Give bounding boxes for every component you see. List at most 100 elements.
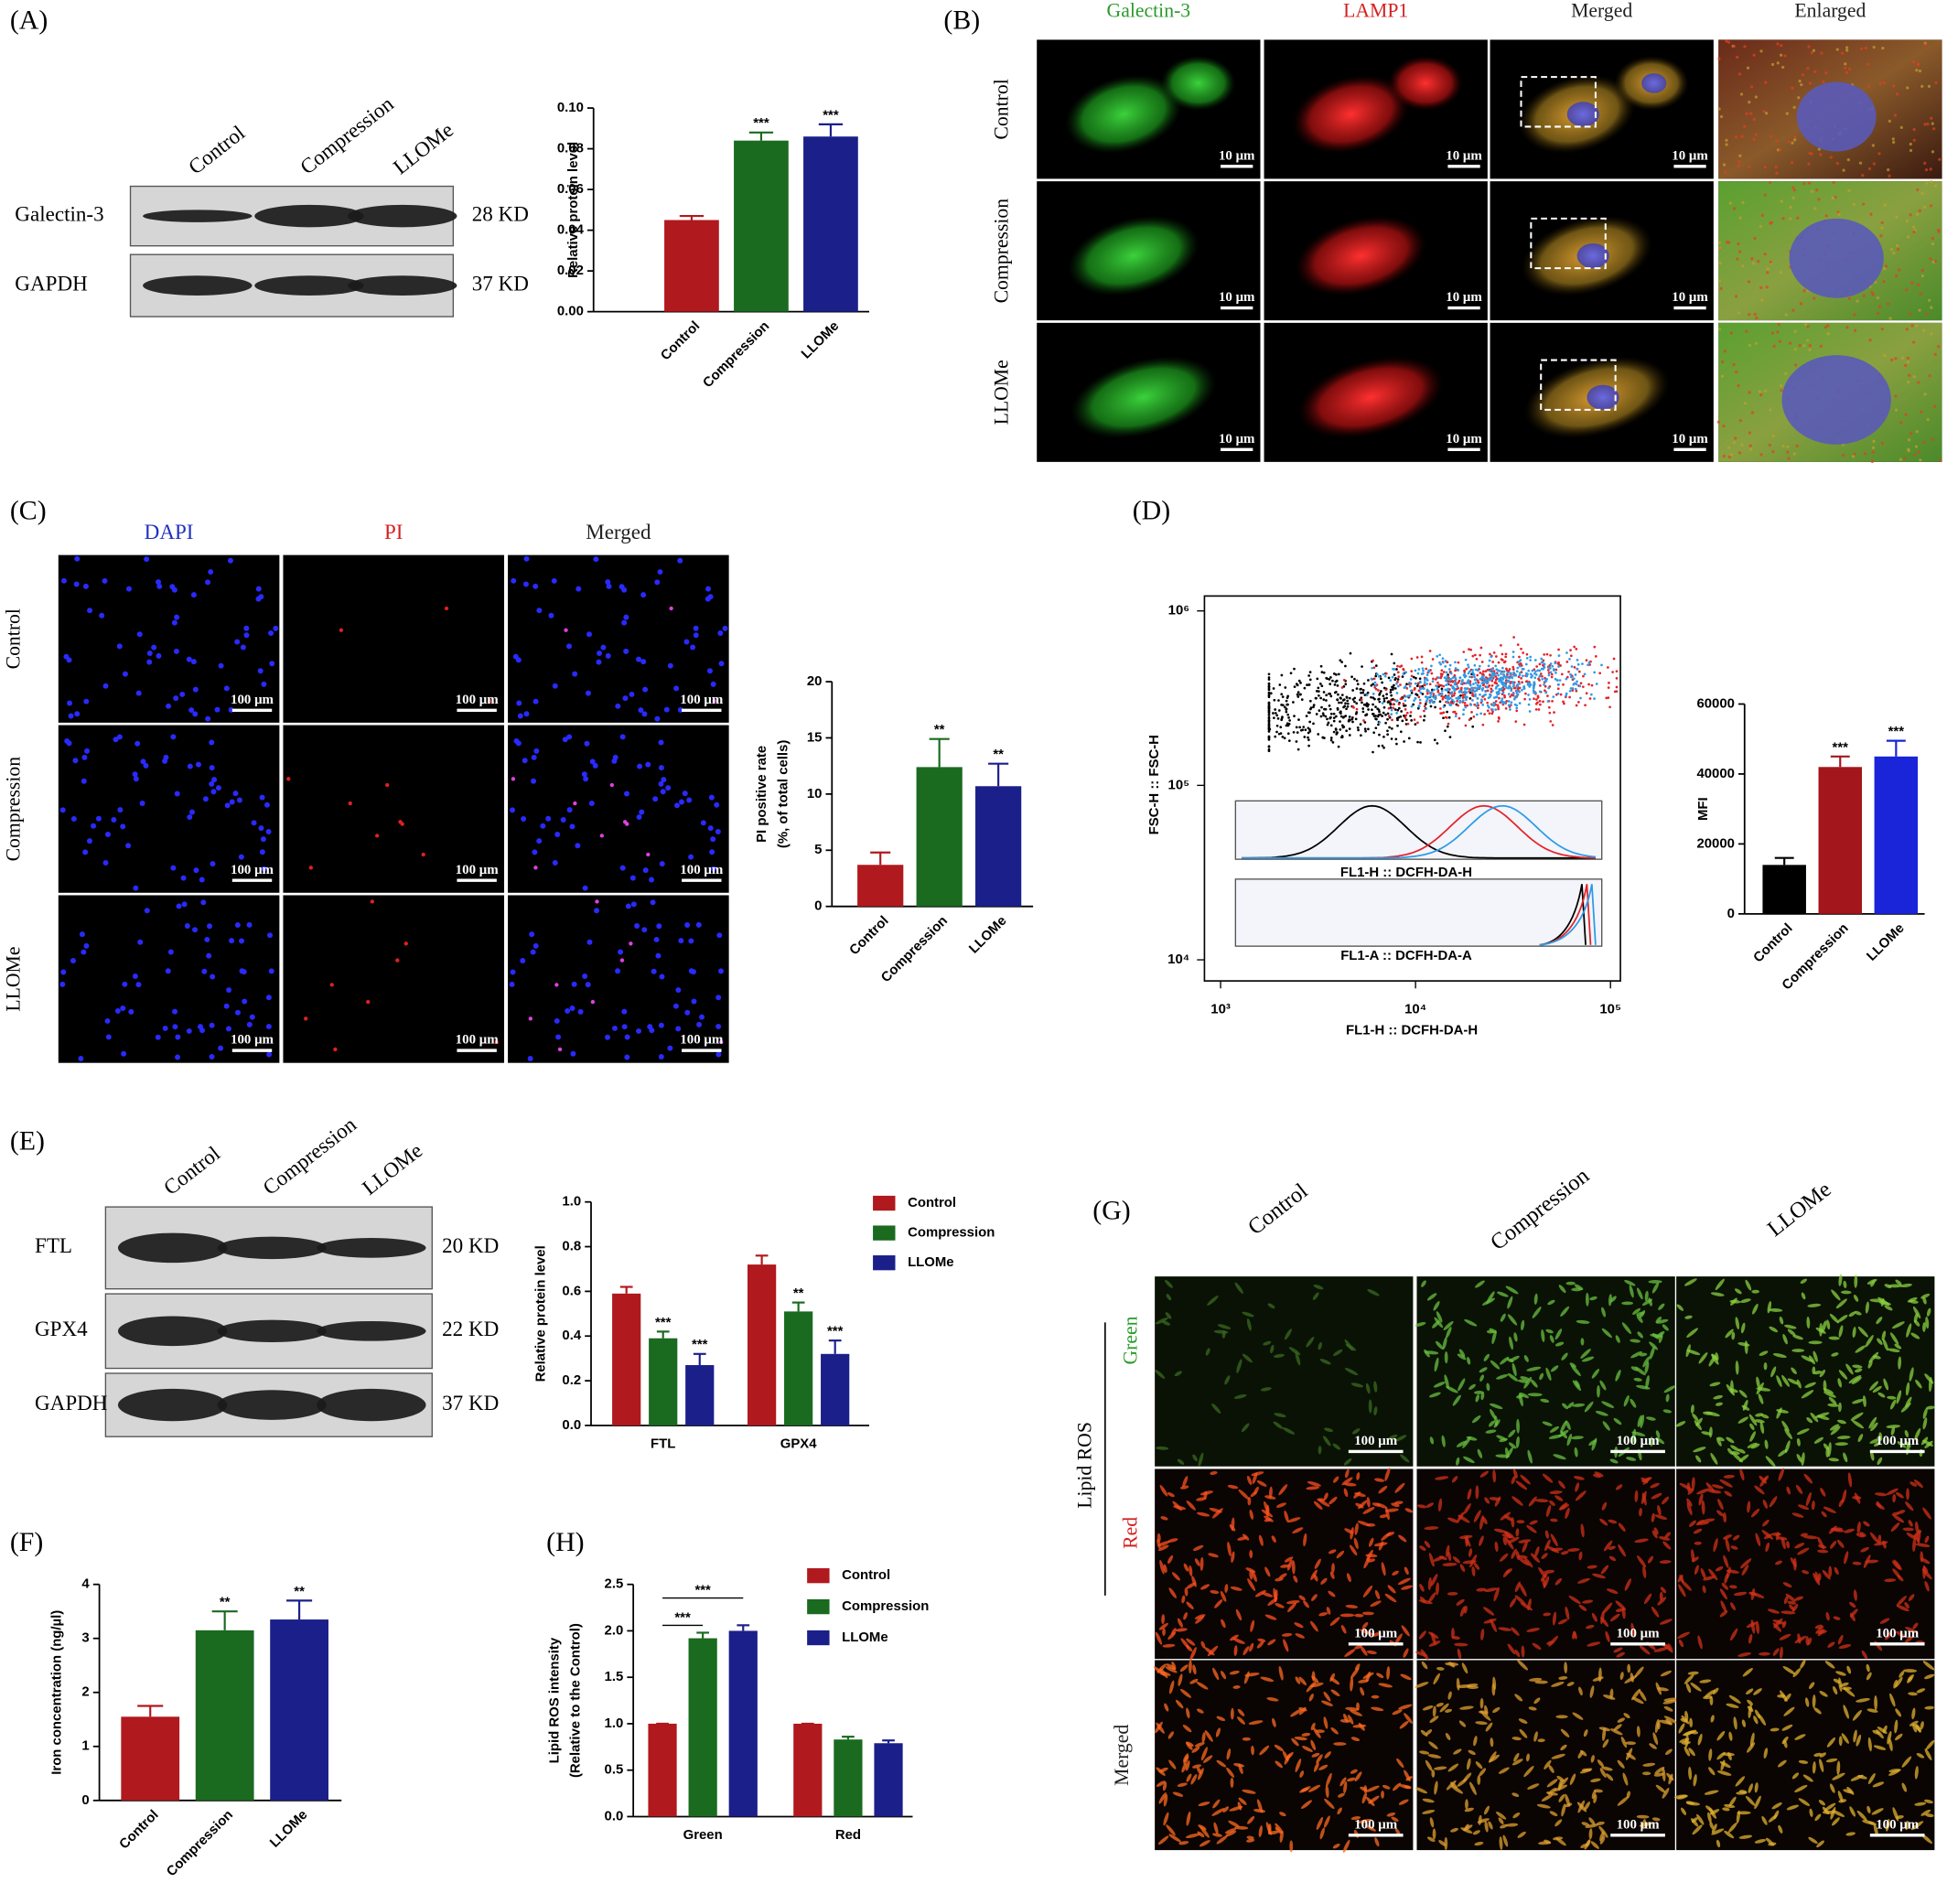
group-label: Lipid ROS: [1073, 1422, 1095, 1509]
cell-stain: [1551, 1547, 1564, 1552]
event-dot: [1382, 694, 1385, 698]
event-dot: [1407, 737, 1411, 740]
speckle: [1862, 202, 1866, 206]
event-dot: [1325, 676, 1328, 680]
cell-stain: [1164, 1703, 1169, 1712]
speckle: [1743, 402, 1748, 405]
nucleus-dot: [655, 952, 662, 959]
event-dot: [1472, 683, 1475, 685]
speckle: [1907, 447, 1910, 451]
cell-stain: [1202, 1755, 1213, 1763]
pi-dot: [385, 782, 390, 788]
speckle: [1784, 313, 1789, 317]
event-dot: [1462, 708, 1466, 712]
cell-stain: [1567, 1402, 1575, 1409]
event-dot: [1395, 742, 1398, 746]
cell-stain: [1192, 1764, 1202, 1769]
event-dot: [1342, 705, 1345, 709]
event-dot: [1267, 672, 1271, 676]
event-dot: [1565, 651, 1568, 654]
nucleus-dot: [593, 556, 599, 563]
event-dot: [1515, 692, 1519, 694]
cell-stain: [1346, 1573, 1351, 1583]
cell-stain: [1217, 1324, 1232, 1329]
cell-stain: [1831, 1289, 1841, 1301]
event-dot: [1477, 681, 1480, 684]
cell-stain: [1842, 1686, 1852, 1691]
cell-stain: [1416, 1504, 1427, 1509]
event-dot: [1512, 697, 1516, 701]
event-dot: [1444, 659, 1447, 662]
cell-stain: [1339, 1777, 1347, 1787]
event-dot: [1551, 724, 1554, 726]
event-dot: [1418, 680, 1422, 683]
zoom-box: [1540, 359, 1617, 411]
scale-bar-label: 10 μm: [1446, 290, 1482, 305]
cell-stain: [1660, 1670, 1672, 1677]
speckle: [1739, 92, 1744, 96]
event-dot: [1355, 702, 1359, 705]
event-dot: [1360, 687, 1362, 691]
scale-bar-label: 10 μm: [1446, 148, 1482, 163]
cell-stain: [1329, 1571, 1335, 1579]
cell-stain: [1517, 1554, 1528, 1559]
blot-size: 22 KD: [442, 1317, 499, 1340]
y-tick-label: 0.04: [557, 222, 585, 238]
nucleus-dot: [140, 758, 146, 765]
speckle: [1920, 410, 1923, 414]
cell-stain: [1298, 1706, 1307, 1716]
event-dot: [1515, 706, 1519, 710]
speckle: [1820, 51, 1823, 55]
event-dot: [1516, 643, 1520, 647]
cell-stain: [1422, 1705, 1434, 1711]
cell-stain: [1624, 1578, 1631, 1591]
speckle: [1859, 47, 1864, 50]
cell-stain: [1549, 1425, 1560, 1433]
cell-stain: [1891, 1560, 1901, 1570]
cell-stain: [1490, 1408, 1497, 1420]
speckle: [1878, 81, 1882, 85]
cell-stain: [1567, 1547, 1580, 1552]
event-dot: [1588, 663, 1591, 666]
cell-stain: [1234, 1282, 1243, 1294]
cell-stain: [1600, 1617, 1609, 1628]
event-dot: [1554, 677, 1557, 681]
nucleus-dot: [238, 854, 244, 860]
speckle: [1877, 152, 1881, 156]
cell-stain: [1735, 1361, 1739, 1375]
speckle: [1933, 352, 1937, 357]
speckle: [1771, 450, 1775, 454]
nucleus-dot: [661, 777, 667, 783]
cell-stain: [1546, 1779, 1558, 1788]
event-dot: [1431, 688, 1434, 692]
cell-stain: [1865, 1335, 1874, 1348]
cell-stain: [1550, 1533, 1558, 1547]
event-dot: [1501, 666, 1504, 670]
cell-stain: [1471, 1415, 1481, 1424]
cell-stain: [1179, 1664, 1189, 1673]
event-dot: [1494, 672, 1498, 675]
cell-stain: [1344, 1339, 1353, 1351]
cell-stain: [1902, 1527, 1914, 1532]
event-dot: [1446, 661, 1449, 664]
nucleus-dot: [522, 581, 529, 587]
speckle: [1887, 168, 1890, 172]
cell-stain: [1473, 1510, 1481, 1522]
event-dot: [1480, 682, 1484, 685]
event-dot: [1416, 721, 1419, 725]
event-dot: [1497, 677, 1501, 681]
nucleus-dot: [60, 577, 67, 584]
cell-stain: [1246, 1838, 1255, 1843]
event-dot: [1308, 671, 1312, 673]
cell-stain: [1502, 1569, 1511, 1578]
event-dot: [1440, 669, 1444, 672]
cell-stain: [1690, 1404, 1694, 1415]
event-dot: [1281, 715, 1284, 718]
cell-stain: [1434, 1780, 1438, 1795]
cell: [1065, 75, 1183, 154]
cell-stain: [1659, 1560, 1672, 1564]
nucleus-dot: [696, 1021, 703, 1027]
cell-stain: [1701, 1431, 1712, 1436]
cell-stain: [1519, 1583, 1527, 1597]
cell-stain: [1469, 1781, 1477, 1795]
